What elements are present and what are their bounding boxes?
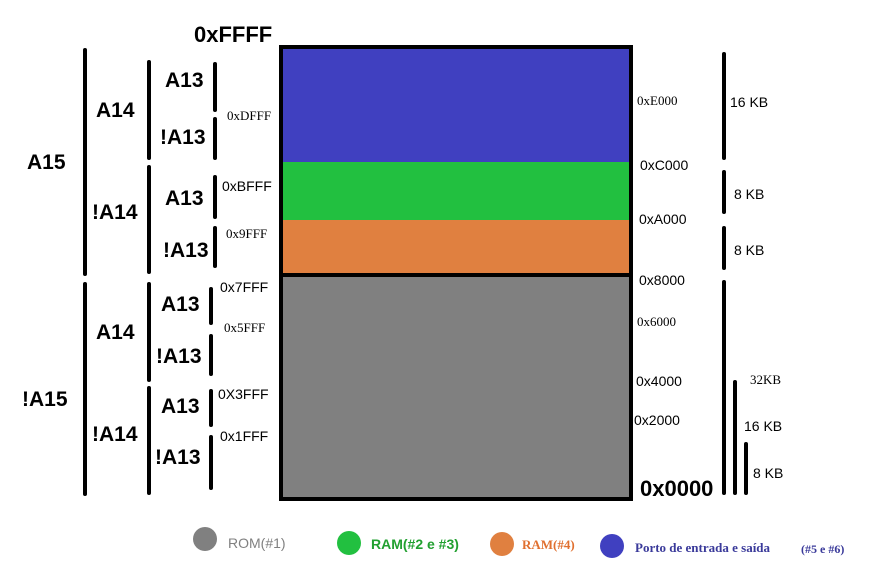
not-a13-label-1: !A13 bbox=[160, 126, 206, 149]
a14-lower-label: A14 bbox=[96, 321, 135, 344]
not-a13-bracket-4 bbox=[209, 435, 213, 490]
a13-bracket-2 bbox=[213, 175, 217, 219]
ram23-size-bracket bbox=[722, 170, 726, 214]
not-a14-lower-label: !A14 bbox=[92, 423, 138, 446]
not-a13-label-4: !A13 bbox=[155, 446, 201, 469]
not-a15-label: !A15 bbox=[22, 388, 68, 411]
ram4-region bbox=[281, 220, 629, 276]
ram4-size-bracket bbox=[722, 226, 726, 270]
legend-io-suffix: (#5 e #6) bbox=[801, 542, 845, 556]
bottom-address: 0x0000 bbox=[640, 476, 714, 501]
a13-bracket-4 bbox=[209, 389, 213, 427]
legend-io-dot bbox=[600, 534, 624, 558]
a13-label-4: A13 bbox=[161, 395, 200, 418]
legend-io-label: Porto de entrada e saída bbox=[635, 540, 771, 555]
legend-ram4-dot bbox=[490, 532, 514, 556]
address-6000: 0x6000 bbox=[637, 314, 676, 329]
not-a13-bracket-2 bbox=[213, 226, 217, 268]
a15-bracket bbox=[83, 48, 87, 276]
rom-16kb-bracket bbox=[733, 380, 737, 495]
legend-ram4-label: RAM(#4) bbox=[522, 537, 575, 552]
not-a13-label-2: !A13 bbox=[163, 239, 209, 262]
address-bfff: 0xBFFF bbox=[222, 178, 272, 194]
a13-bracket-3 bbox=[209, 287, 213, 325]
not-a15-bracket bbox=[83, 282, 87, 496]
a13-bracket-1 bbox=[213, 62, 217, 112]
rom-ram-divider bbox=[281, 273, 629, 277]
legend-rom-dot bbox=[193, 527, 217, 551]
address-dfff: 0xDFFF bbox=[227, 108, 272, 123]
address-7fff: 0x7FFF bbox=[220, 279, 269, 295]
rom-8kb-label: 8 KB bbox=[753, 465, 784, 481]
io-region bbox=[281, 45, 629, 162]
address-2000: 0x2000 bbox=[634, 412, 680, 428]
address-c000: 0xC000 bbox=[640, 157, 689, 173]
a13-label-1: A13 bbox=[165, 69, 204, 92]
legend-ram23-label: RAM(#2 e #3) bbox=[371, 536, 459, 552]
rom-region bbox=[281, 276, 629, 497]
a13-label-2: A13 bbox=[165, 187, 204, 210]
a14-upper-bracket bbox=[147, 60, 151, 160]
address-9fff: 0x9FFF bbox=[226, 226, 268, 241]
a14-lower-bracket bbox=[147, 282, 151, 382]
rom-8kb-bracket bbox=[744, 442, 748, 495]
a14-upper-label: A14 bbox=[96, 99, 135, 122]
io-size-bracket bbox=[722, 52, 726, 160]
ram23-region bbox=[281, 162, 629, 220]
address-e000: 0xE000 bbox=[637, 93, 678, 108]
not-a14-upper-bracket bbox=[147, 165, 151, 274]
address-1fff: 0x1FFF bbox=[220, 428, 269, 444]
ram23-size-label: 8 KB bbox=[734, 186, 765, 202]
ram4-size-label: 8 KB bbox=[734, 242, 765, 258]
address-a000: 0xA000 bbox=[639, 211, 687, 227]
not-a14-upper-label: !A14 bbox=[92, 201, 138, 224]
address-5fff: 0x5FFF bbox=[224, 320, 266, 335]
rom-16kb-label: 16 KB bbox=[744, 418, 783, 434]
a13-label-3: A13 bbox=[161, 293, 200, 316]
io-size-label: 16 KB bbox=[730, 94, 769, 110]
a15-label: A15 bbox=[27, 151, 66, 174]
address-3fff: 0X3FFF bbox=[218, 386, 269, 402]
not-a13-label-3: !A13 bbox=[156, 345, 202, 368]
rom-total-size-bracket bbox=[722, 280, 726, 495]
not-a13-bracket-1 bbox=[213, 117, 217, 160]
not-a14-lower-bracket bbox=[147, 386, 151, 495]
legend-ram23-dot bbox=[337, 531, 361, 555]
address-4000: 0x4000 bbox=[636, 373, 682, 389]
legend-rom-label: ROM(#1) bbox=[228, 535, 286, 551]
not-a13-bracket-3 bbox=[209, 334, 213, 376]
address-8000: 0x8000 bbox=[639, 272, 685, 288]
rom-total-size-label: 32KB bbox=[750, 372, 782, 387]
top-address: 0xFFFF bbox=[194, 22, 273, 47]
